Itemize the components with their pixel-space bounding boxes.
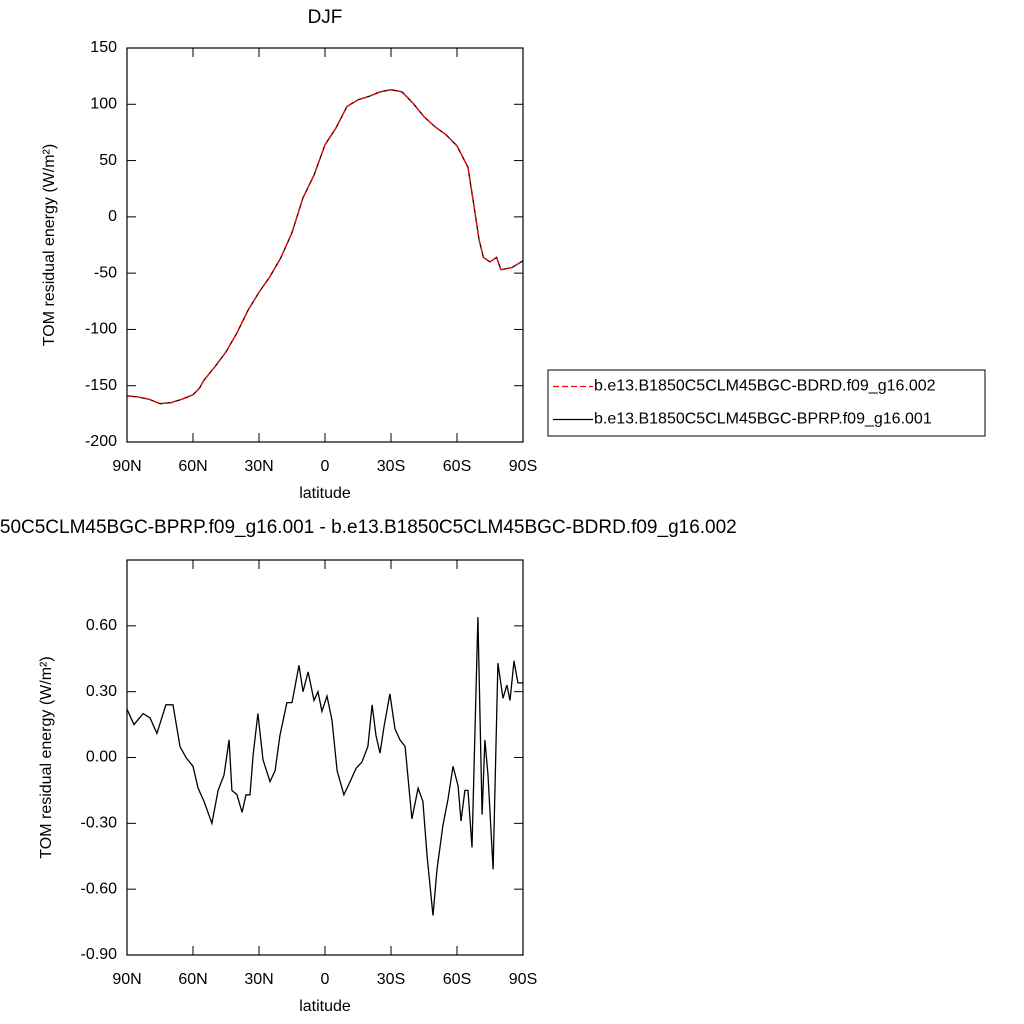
- x-tick-label: 30N: [244, 458, 273, 475]
- x-tick-label: 60N: [178, 458, 207, 475]
- x-tick-label: 30N: [244, 971, 273, 988]
- x-tick-label: 90N: [112, 458, 141, 475]
- legend-label: b.e13.B1850C5CLM45BGC-BPRP.f09_g16.001: [594, 411, 932, 428]
- x-tick-label: 0: [321, 971, 330, 988]
- x-tick-label: 90N: [112, 971, 141, 988]
- data-line: [126, 89, 524, 405]
- y-tick-label: 150: [90, 39, 117, 56]
- y-tick-label: 0: [108, 208, 117, 225]
- y-tick-label: -50: [94, 264, 117, 281]
- x-axis-label: latitude: [299, 485, 351, 502]
- x-tick-label: 90S: [509, 458, 537, 475]
- data-line: [126, 617, 523, 916]
- y-tick-label: -200: [85, 433, 117, 450]
- y-axis-label: TOM residual energy (W/m²): [41, 144, 58, 346]
- x-tick-label: 60N: [178, 971, 207, 988]
- x-tick-label: 60S: [443, 971, 471, 988]
- chart-title: b.e13.B1850C5CLM45BGC-BPRP.f09_g16.001 -…: [0, 517, 737, 538]
- y-tick-label: -0.60: [81, 880, 118, 897]
- y-tick-label: -0.30: [81, 815, 118, 832]
- y-tick-label: 0.60: [86, 617, 117, 634]
- y-axis-label: TOM residual energy (W/m²): [38, 656, 55, 858]
- plot-frame: [126, 559, 524, 956]
- x-tick-label: 90S: [509, 971, 537, 988]
- x-tick-label: 30S: [377, 971, 405, 988]
- y-tick-label: -0.90: [81, 946, 118, 963]
- y-tick-label: -100: [85, 321, 117, 338]
- y-tick-label: -150: [85, 377, 117, 394]
- x-axis-label: latitude: [299, 998, 351, 1015]
- y-tick-label: 50: [99, 152, 117, 169]
- plot-frame: [126, 47, 524, 443]
- legend-label: b.e13.B1850C5CLM45BGC-BDRD.f09_g16.002: [594, 378, 936, 395]
- y-tick-label: 0.30: [86, 683, 117, 700]
- y-tick-label: 0.00: [86, 749, 117, 766]
- legend-box: [547, 369, 986, 437]
- x-tick-label: 60S: [443, 458, 471, 475]
- chart-title: DJF: [308, 7, 343, 28]
- x-tick-label: 30S: [377, 458, 405, 475]
- y-tick-label: 100: [90, 96, 117, 113]
- x-tick-label: 0: [321, 458, 330, 475]
- data-line: [126, 89, 524, 405]
